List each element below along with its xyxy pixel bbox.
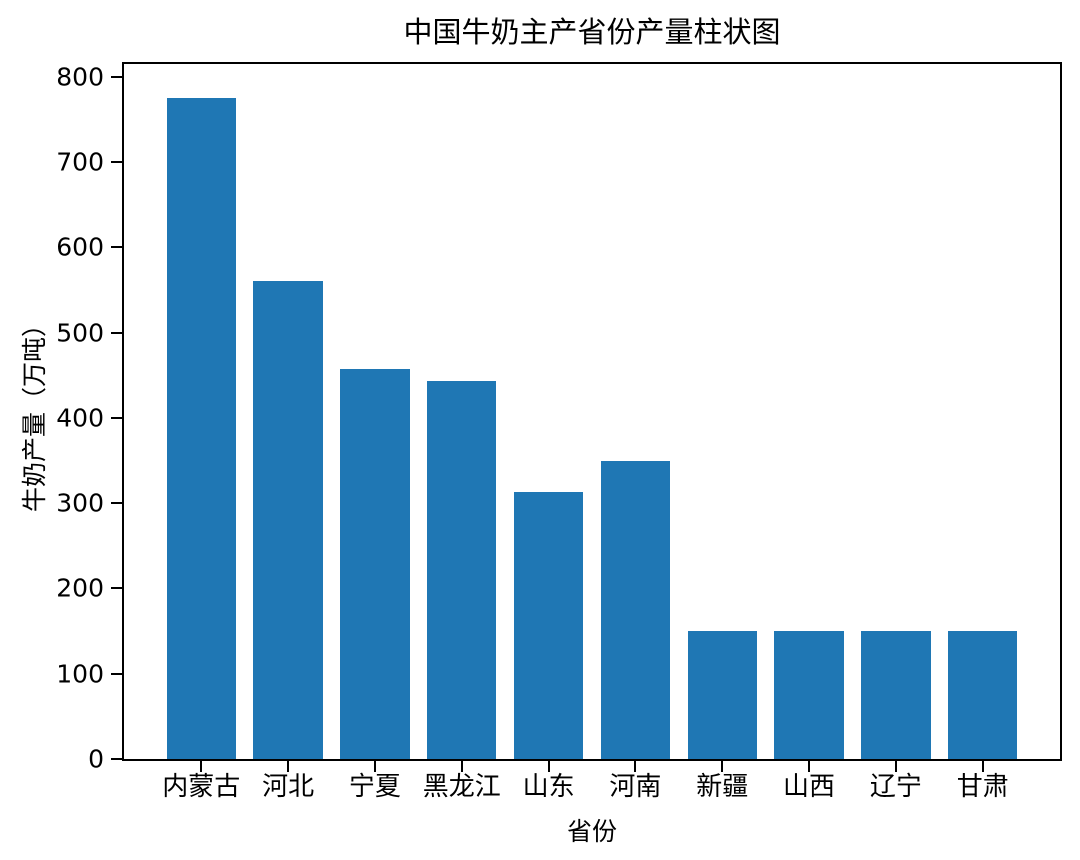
- bar-山东: [513, 492, 584, 759]
- y-axis-tick: [111, 672, 122, 675]
- x-tick-label-山西: 山西: [783, 772, 836, 802]
- y-tick-label-100: 100: [56, 659, 104, 689]
- y-axis-tick: [111, 331, 122, 334]
- y-axis-tick: [111, 502, 122, 505]
- x-axis-label: 省份: [566, 817, 617, 846]
- x-axis-tick: [634, 761, 637, 772]
- x-tick-label-山东: 山东: [522, 772, 575, 802]
- y-axis-tick: [111, 246, 122, 249]
- chart-title: 中国牛奶主产省份产量柱状图: [403, 15, 781, 49]
- y-tick-label-700: 700: [56, 147, 104, 177]
- x-tick-label-辽宁: 辽宁: [869, 772, 922, 802]
- y-axis-tick: [111, 758, 122, 760]
- x-tick-label-河南: 河南: [609, 772, 662, 802]
- y-tick-label-300: 300: [56, 488, 104, 518]
- y-axis-tick: [111, 161, 122, 164]
- x-axis-tick: [981, 761, 984, 772]
- bar-宁夏: [340, 369, 410, 759]
- bar-河南: [600, 460, 671, 759]
- plot-area: 内蒙古 河北 宁夏 黑龙江 山东 河南 新疆 山西 辽宁 甘肃 0 100 200 300 400 500 60…: [56, 62, 1062, 801]
- x-axis-tick: [460, 761, 463, 772]
- y-tick-label-200: 200: [56, 573, 104, 603]
- bar-新疆: [687, 631, 757, 759]
- x-axis-tick: [547, 761, 550, 772]
- bar-内蒙古: [166, 98, 236, 759]
- y-axis-tick: [111, 416, 122, 419]
- bar-甘肃: [947, 631, 1018, 759]
- bar-河北: [253, 281, 323, 759]
- y-axis-tick: [111, 587, 122, 590]
- y-tick-label-600: 600: [56, 232, 104, 262]
- x-axis-tick: [721, 761, 724, 772]
- y-axis-tick: [111, 75, 122, 78]
- x-axis-tick: [894, 761, 897, 772]
- x-tick-label-黑龙江: 黑龙江: [422, 772, 501, 802]
- x-axis-tick: [373, 761, 376, 772]
- x-axis-tick: [287, 761, 290, 772]
- y-tick-label-800: 800: [56, 62, 104, 92]
- bar-山西: [774, 631, 844, 759]
- y-tick-label-500: 500: [56, 318, 104, 348]
- bar-黑龙江: [427, 381, 497, 759]
- x-axis-tick: [808, 761, 811, 772]
- x-tick-label-内蒙古: 内蒙古: [162, 772, 241, 802]
- bar-辽宁: [861, 631, 931, 759]
- x-tick-label-新疆: 新疆: [696, 772, 749, 802]
- x-tick-label-宁夏: 宁夏: [348, 772, 401, 802]
- y-tick-label-0: 0: [88, 744, 104, 774]
- y-tick-label-400: 400: [56, 403, 104, 433]
- x-tick-label-甘肃: 甘肃: [956, 772, 1009, 802]
- x-tick-label-河北: 河北: [262, 772, 315, 802]
- x-axis-tick: [200, 761, 203, 772]
